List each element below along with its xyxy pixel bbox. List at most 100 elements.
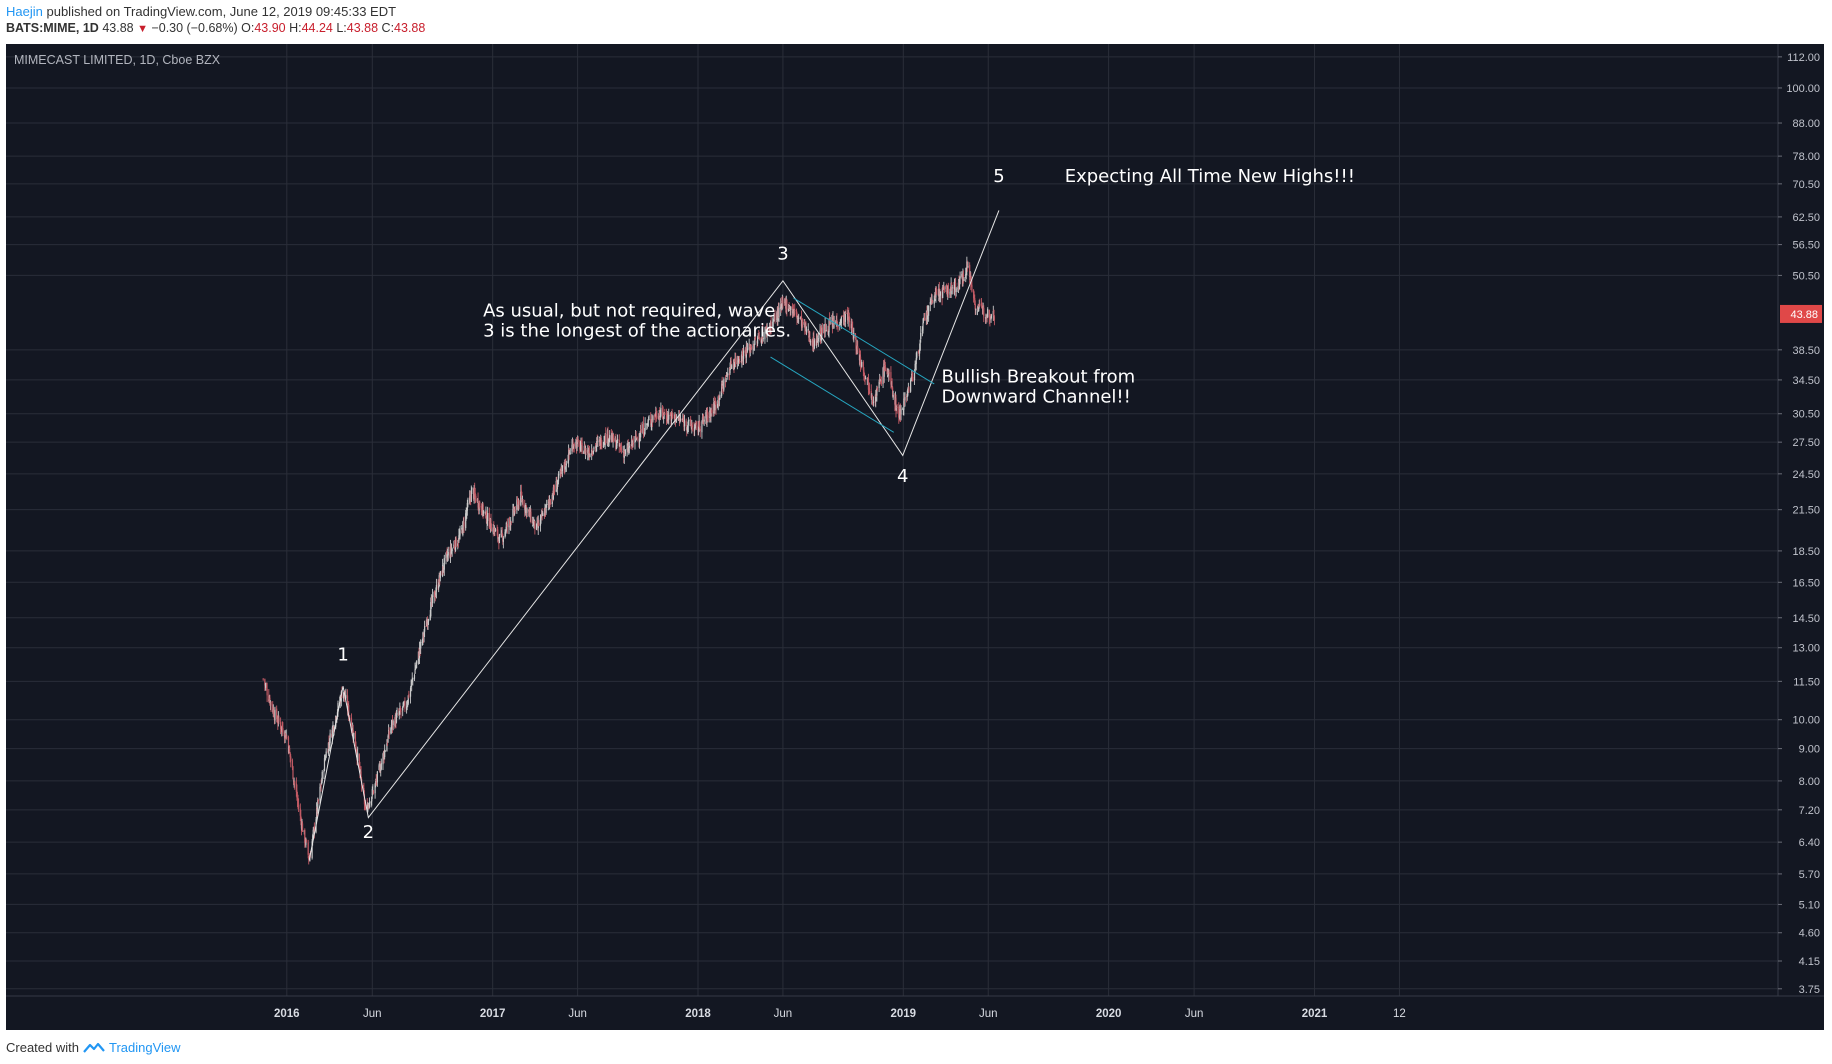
- candle-body: [919, 349, 921, 354]
- candle-body: [521, 495, 523, 502]
- candle-body: [871, 399, 873, 401]
- candle-body: [435, 585, 438, 592]
- wave-label: 1: [337, 645, 348, 666]
- candle-body: [781, 304, 783, 309]
- price-tick-label: 27.50: [1792, 437, 1820, 449]
- candle-body: [975, 309, 977, 311]
- candle-body: [887, 370, 889, 375]
- candle-body: [498, 534, 501, 543]
- candle-body: [855, 337, 857, 349]
- price-tick-label: 100.00: [1786, 83, 1820, 95]
- candle-body: [429, 614, 431, 621]
- candle-body: [343, 692, 345, 699]
- candle-body: [360, 771, 362, 779]
- price-tick-label: 112.00: [1787, 52, 1820, 64]
- candle-body: [319, 787, 321, 801]
- candle-body: [866, 378, 868, 380]
- candle-body: [404, 701, 406, 709]
- candle-body: [346, 695, 349, 711]
- candle-body: [650, 418, 652, 424]
- candle-body: [592, 450, 594, 454]
- candle-body: [865, 377, 867, 379]
- candle-body: [368, 802, 371, 808]
- candle-body: [888, 372, 890, 374]
- candle-body: [542, 512, 544, 516]
- candle-body: [845, 313, 847, 315]
- candle-body: [694, 424, 696, 429]
- candle-body: [520, 490, 522, 496]
- candle-body: [550, 503, 552, 505]
- candle-body: [697, 425, 699, 432]
- candle-body: [546, 504, 548, 506]
- candle-body: [419, 649, 421, 651]
- candle-body: [718, 395, 720, 401]
- candle-body: [965, 273, 967, 278]
- candle-body: [798, 317, 800, 319]
- candle-body: [474, 492, 476, 497]
- candle-body: [323, 758, 326, 771]
- candle-body: [683, 419, 686, 427]
- candle-body: [490, 519, 492, 529]
- candle-body: [434, 596, 436, 598]
- candle-body: [902, 408, 904, 410]
- candle-body: [663, 416, 665, 418]
- candle-body: [427, 620, 429, 624]
- candle-body: [358, 754, 360, 767]
- candle-body: [427, 619, 430, 622]
- candle-body: [533, 522, 535, 526]
- candle-body: [772, 320, 774, 322]
- candle-body: [760, 338, 762, 343]
- candle-body: [794, 310, 796, 312]
- candle-body: [431, 595, 434, 603]
- candle-body: [379, 766, 381, 773]
- candle-body: [636, 437, 638, 440]
- candle-body: [414, 669, 416, 674]
- candle-body: [371, 789, 373, 796]
- price-tick-label: 16.50: [1792, 577, 1820, 589]
- candle-body: [978, 307, 980, 311]
- candle-body: [811, 340, 813, 346]
- candle-body: [867, 378, 870, 390]
- low-label: L:: [336, 21, 347, 35]
- candle-body: [793, 309, 795, 313]
- candle-body: [970, 282, 972, 286]
- candle-body: [651, 419, 653, 425]
- candle-body: [702, 415, 704, 420]
- time-tick-label: 2020: [1096, 1008, 1122, 1020]
- candle-body: [408, 693, 410, 698]
- candle-body: [967, 266, 969, 268]
- candle-body: [516, 500, 519, 502]
- wave-label: 4: [897, 466, 908, 487]
- channel-line: [793, 297, 935, 385]
- candle-body: [691, 426, 693, 429]
- candle-body: [399, 708, 402, 711]
- candle-body: [592, 454, 594, 456]
- candle-body: [916, 351, 918, 358]
- candle-body: [922, 322, 924, 331]
- candle-body: [817, 340, 819, 342]
- low-value: 43.88: [346, 21, 379, 35]
- candle-body: [827, 331, 830, 334]
- candle-body: [632, 442, 634, 445]
- candle-body: [453, 545, 456, 548]
- candle-body: [517, 501, 520, 509]
- candle-body: [292, 766, 294, 780]
- candle-body: [406, 706, 408, 711]
- author-link[interactable]: Haejin: [6, 4, 43, 19]
- candle-body: [324, 758, 326, 760]
- candle-body: [466, 511, 468, 514]
- candle-body: [931, 300, 933, 302]
- candle-body: [345, 695, 347, 699]
- price-tick-label: 7.20: [1799, 805, 1820, 817]
- symbol-line: BATS:MIME, 1D 43.88 ▼ −0.30 (−0.68%) O:4…: [6, 20, 425, 37]
- candle-body: [308, 856, 310, 860]
- candle-body: [795, 309, 798, 315]
- price-axis[interactable]: 112.00 100.00 88.00 78.00 70.50 62.50 56.50 50.…: [1777, 44, 1824, 996]
- candle-body: [616, 439, 619, 441]
- time-axis[interactable]: 2016 Jun 2017 Jun 2018 Jun 2019 Jun 2020 Jun 2021 1…: [6, 995, 1824, 1020]
- candle-body: [447, 552, 449, 556]
- tradingview-link[interactable]: TradingView: [108, 1040, 181, 1055]
- candle-body: [600, 437, 602, 448]
- candle-body: [413, 675, 416, 679]
